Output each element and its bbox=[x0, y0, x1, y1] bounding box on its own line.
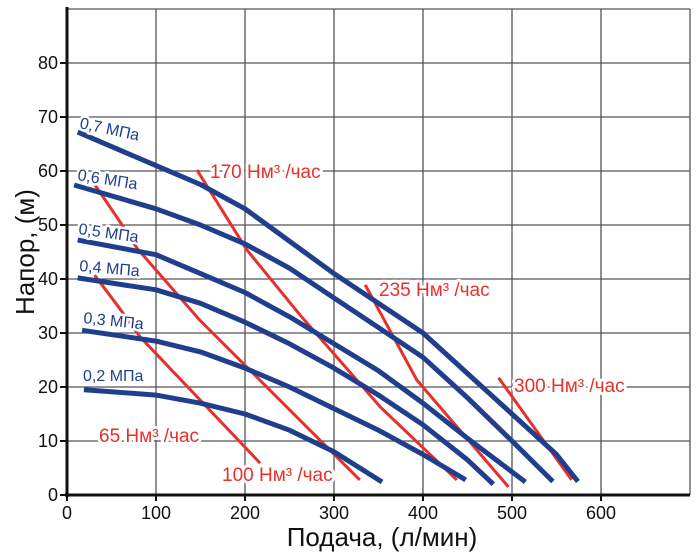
x-axis-ticks: 0 100 200 300 400 500 600 bbox=[62, 495, 616, 523]
y-axis-title: Напор, (м) bbox=[10, 189, 40, 315]
y-tick-label: 0 bbox=[48, 485, 58, 505]
pressure-curve bbox=[83, 387, 384, 485]
airflow-line-label: 65 Нм³ /час bbox=[99, 426, 199, 447]
pressure-curve bbox=[76, 129, 580, 484]
pressure-curve bbox=[81, 327, 467, 483]
y-tick-label: 60 bbox=[38, 161, 58, 181]
y-tick-label: 40 bbox=[38, 269, 58, 289]
x-tick-label: 600 bbox=[586, 503, 616, 523]
pressure-curve bbox=[73, 182, 555, 484]
airflow-line bbox=[93, 274, 262, 465]
airflow-line bbox=[363, 284, 510, 488]
y-tick-label: 80 bbox=[38, 53, 58, 73]
x-tick-label: 500 bbox=[497, 503, 527, 523]
grid bbox=[65, 7, 691, 497]
pressure-curves bbox=[73, 129, 580, 487]
airflow-line bbox=[497, 376, 573, 481]
pressure-curve-label: 0,7 МПа bbox=[78, 115, 141, 144]
pressure-curve-label: 0,2 МПа bbox=[83, 368, 144, 385]
y-tick-label: 20 bbox=[38, 377, 58, 397]
x-axis-title: Подача, (л/мин) bbox=[287, 522, 478, 552]
x-tick-label: 200 bbox=[230, 503, 260, 523]
pressure-curve bbox=[77, 237, 527, 484]
x-tick-label: 300 bbox=[319, 503, 349, 523]
airflow-line-label: 170 Нм³ /час bbox=[210, 162, 321, 183]
pressure-curve bbox=[77, 275, 496, 487]
y-tick-label: 70 bbox=[38, 107, 58, 127]
airflow-line-label: 300 Нм³ /час bbox=[514, 376, 625, 397]
x-tick-label: 0 bbox=[62, 503, 72, 523]
x-tick-label: 100 bbox=[141, 503, 171, 523]
y-tick-label: 50 bbox=[38, 215, 58, 235]
y-tick-label: 10 bbox=[38, 431, 58, 451]
y-tick-label: 30 bbox=[38, 323, 58, 343]
airflow-line-label: 100 Нм³ /час bbox=[222, 465, 333, 486]
airflow-line-label: 235 Нм³ /час bbox=[379, 280, 490, 301]
y-axis-ticks: 0 10 20 30 40 50 60 70 80 bbox=[38, 53, 67, 505]
x-tick-label: 400 bbox=[408, 503, 438, 523]
airflow-line bbox=[195, 169, 458, 481]
